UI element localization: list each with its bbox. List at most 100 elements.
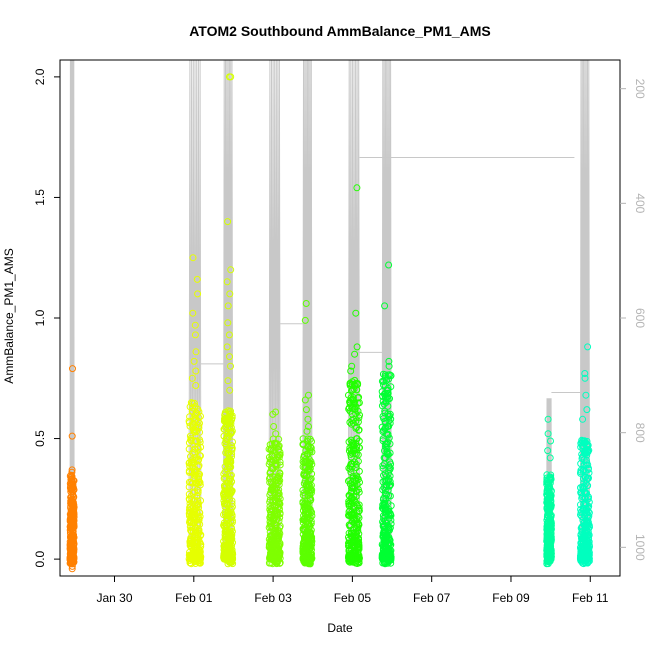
data-point bbox=[381, 425, 389, 433]
data-point bbox=[381, 454, 389, 462]
data-point-outlier bbox=[584, 343, 592, 351]
data-point-outlier bbox=[193, 275, 201, 283]
data-point bbox=[300, 538, 308, 546]
data-point bbox=[352, 474, 359, 482]
data-point-outlier bbox=[272, 430, 280, 438]
data-point bbox=[345, 502, 353, 509]
data-point bbox=[355, 553, 363, 561]
data-point bbox=[224, 450, 232, 458]
data-point bbox=[580, 484, 587, 492]
data-point bbox=[185, 445, 193, 453]
data-point bbox=[350, 492, 358, 500]
data-point-outlier bbox=[224, 218, 232, 226]
data-point bbox=[190, 471, 198, 479]
data-point bbox=[584, 511, 592, 519]
flight-points-6 bbox=[345, 184, 363, 567]
data-point bbox=[386, 410, 394, 418]
data-point-outlier bbox=[348, 362, 356, 370]
data-point bbox=[584, 542, 591, 550]
data-point bbox=[307, 458, 315, 466]
data-point bbox=[197, 555, 204, 563]
data-point bbox=[225, 408, 233, 416]
data-point bbox=[579, 536, 587, 544]
data-point bbox=[185, 495, 193, 503]
data-point bbox=[379, 533, 387, 541]
data-point bbox=[187, 513, 195, 521]
data-point bbox=[353, 501, 361, 509]
data-point bbox=[188, 495, 196, 503]
data-point bbox=[356, 411, 363, 419]
data-point bbox=[269, 496, 277, 504]
data-point bbox=[349, 419, 357, 427]
data-point bbox=[272, 463, 280, 470]
data-point bbox=[351, 449, 359, 457]
data-point bbox=[583, 489, 591, 497]
data-point bbox=[192, 415, 200, 423]
data-point bbox=[67, 493, 75, 501]
data-point bbox=[228, 429, 235, 437]
data-point bbox=[188, 524, 196, 532]
data-point bbox=[220, 500, 228, 508]
data-point bbox=[579, 441, 587, 449]
data-point bbox=[190, 399, 198, 407]
data-point bbox=[228, 444, 236, 452]
data-point bbox=[543, 471, 551, 479]
data-point bbox=[272, 502, 280, 510]
data-point bbox=[272, 480, 280, 488]
data-point bbox=[583, 518, 591, 526]
data-point bbox=[220, 490, 228, 498]
data-point bbox=[195, 408, 203, 416]
data-point bbox=[387, 372, 395, 380]
data-point bbox=[275, 490, 283, 498]
data-point bbox=[385, 554, 393, 562]
data-point bbox=[190, 475, 198, 483]
data-point bbox=[547, 523, 555, 531]
data-point bbox=[186, 432, 194, 440]
data-point-outlier bbox=[227, 266, 235, 274]
data-point bbox=[580, 456, 588, 464]
data-point bbox=[274, 528, 282, 536]
data-point bbox=[345, 405, 353, 413]
data-point bbox=[379, 462, 387, 470]
data-point-outlier bbox=[68, 562, 76, 570]
data-point bbox=[580, 437, 588, 445]
data-point-outlier bbox=[225, 73, 233, 81]
data-point bbox=[545, 551, 552, 559]
data-point bbox=[543, 488, 551, 496]
data-point bbox=[69, 519, 77, 527]
data-point bbox=[186, 517, 194, 525]
data-point bbox=[382, 532, 390, 540]
data-point-outlier bbox=[69, 560, 77, 568]
data-point-outlier bbox=[305, 423, 312, 430]
data-point bbox=[350, 515, 358, 523]
data-point-outlier bbox=[192, 348, 200, 356]
data-point bbox=[185, 468, 193, 476]
data-point bbox=[579, 475, 587, 483]
data-point bbox=[194, 417, 202, 425]
data-point bbox=[583, 521, 591, 529]
data-point bbox=[383, 516, 391, 524]
data-point-outlier bbox=[223, 278, 231, 286]
data-point bbox=[193, 486, 201, 494]
data-point bbox=[304, 467, 311, 475]
data-point bbox=[346, 506, 354, 514]
data-point bbox=[223, 488, 231, 495]
data-point-outlier bbox=[301, 396, 309, 404]
data-point bbox=[265, 460, 273, 468]
data-point bbox=[226, 413, 234, 421]
data-point-outlier bbox=[544, 415, 552, 423]
data-point bbox=[305, 525, 313, 533]
data-point bbox=[305, 558, 313, 566]
data-point bbox=[308, 486, 316, 494]
data-point bbox=[273, 476, 281, 484]
data-point bbox=[187, 534, 195, 542]
data-point-outlier bbox=[226, 290, 234, 298]
data-point bbox=[379, 512, 387, 520]
y2-tick-label: 1000 bbox=[633, 534, 647, 561]
data-point-outlier bbox=[188, 374, 196, 382]
data-point bbox=[221, 551, 229, 559]
data-point bbox=[351, 458, 358, 466]
data-point bbox=[194, 487, 202, 495]
x-tick-label: Jan 30 bbox=[96, 591, 132, 605]
